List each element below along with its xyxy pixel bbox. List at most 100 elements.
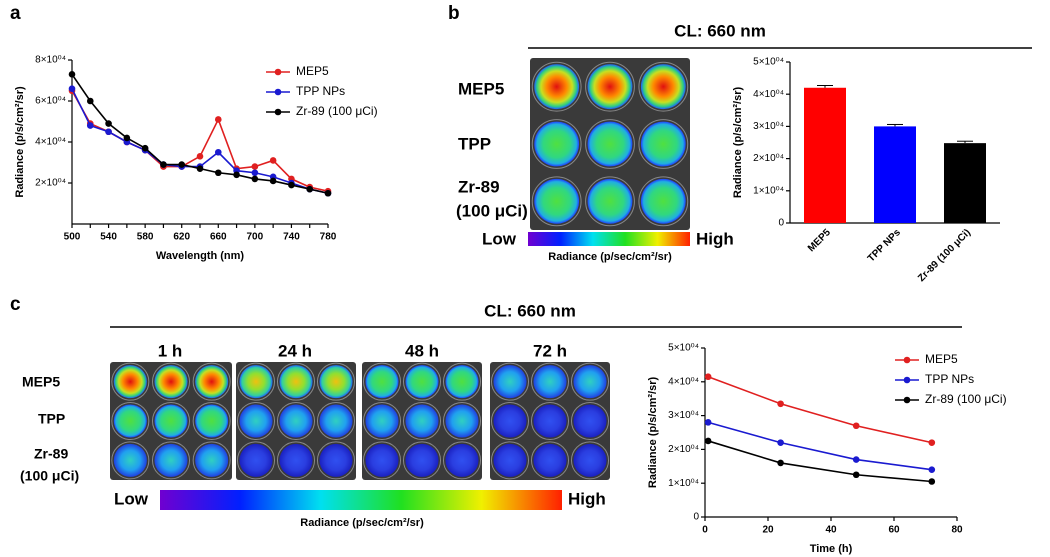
well	[533, 443, 567, 477]
row-label: TPP	[458, 134, 491, 153]
x-tick-label: 40	[825, 525, 837, 536]
scale-label: Radiance (p/sec/cm²/sr)	[300, 517, 424, 529]
well-rim	[362, 362, 402, 401]
panel-letter: a	[10, 3, 21, 24]
well-rim	[442, 362, 482, 401]
well	[113, 365, 147, 399]
point	[704, 437, 712, 445]
well-rim	[638, 119, 689, 169]
well-rim	[570, 441, 610, 480]
well	[239, 365, 273, 399]
well	[405, 443, 439, 477]
well-rim	[638, 176, 689, 227]
point	[777, 459, 784, 467]
well-rim	[402, 441, 442, 480]
bar	[874, 126, 916, 223]
x-tick-label: 780	[320, 232, 337, 243]
well	[587, 121, 633, 167]
x-tick-label: 540	[100, 232, 117, 243]
well	[195, 404, 229, 438]
well	[113, 443, 147, 477]
y-axis-label: Radiance (p/s/cm²/sr)	[647, 377, 659, 489]
legend-label: Zr-89 (100 μCi)	[925, 392, 1007, 406]
legend-marker	[274, 68, 282, 76]
well-rim	[316, 362, 356, 401]
well	[534, 178, 580, 224]
y-axis-label: Radiance (p/s/cm²/sr)	[14, 86, 26, 198]
scale-high: High	[696, 229, 734, 248]
point	[324, 189, 332, 197]
well-rim	[490, 401, 530, 441]
legend-marker	[903, 376, 911, 384]
point	[178, 161, 186, 168]
x-tick-label: 60	[888, 525, 900, 536]
x-axis-label: Time (h)	[810, 543, 853, 555]
well	[445, 365, 479, 399]
point	[141, 144, 149, 152]
point	[852, 422, 860, 430]
legend-label: TPP NPs	[925, 372, 974, 386]
well	[640, 121, 686, 167]
well-rim	[638, 61, 689, 112]
x-tick-label: 500	[64, 232, 81, 243]
well-rim	[192, 441, 231, 480]
x-axis-label: Wavelength (nm)	[156, 250, 245, 262]
point	[269, 177, 277, 185]
point	[214, 169, 222, 177]
well-rim	[362, 401, 402, 441]
y-tick-label: 8×10⁰⁴	[35, 55, 66, 66]
point	[105, 120, 112, 127]
well-rim	[276, 401, 316, 441]
well	[154, 443, 188, 477]
point	[196, 165, 204, 172]
panel-letter: c	[10, 294, 21, 315]
well-rim	[402, 401, 442, 441]
legend-label: TPP NPs	[296, 84, 345, 98]
x-tick-label: Zr-89 (100 μCi)	[916, 227, 973, 284]
colorbar	[528, 232, 690, 246]
legend-marker	[903, 356, 911, 364]
well	[534, 121, 580, 167]
well-rim	[490, 362, 530, 401]
header: CL: 660 nm	[484, 301, 576, 320]
point	[928, 466, 936, 473]
well	[319, 443, 353, 477]
point	[288, 181, 295, 189]
well	[640, 64, 686, 110]
point	[105, 128, 112, 136]
scale-low: Low	[114, 489, 149, 508]
well	[573, 365, 607, 399]
well-rim	[490, 441, 530, 480]
row-label: TPP	[38, 411, 65, 427]
well-rim	[531, 61, 582, 112]
point	[251, 175, 259, 183]
well-rim	[236, 401, 276, 441]
row-label: MEP5	[458, 79, 504, 98]
well	[279, 404, 313, 438]
y-tick-label: 5×10⁰⁴	[668, 343, 699, 354]
well	[405, 404, 439, 438]
series-line	[707, 421, 932, 471]
y-tick-label: 1×10⁰⁴	[668, 478, 699, 489]
well	[573, 443, 607, 477]
series-line	[707, 440, 932, 483]
colorbar	[160, 490, 562, 510]
x-tick-label: 620	[173, 232, 190, 243]
point	[196, 153, 204, 160]
legend-marker	[903, 396, 911, 404]
well-rim	[530, 441, 570, 480]
well	[587, 64, 633, 110]
x-tick-label: 660	[210, 232, 227, 243]
point	[160, 161, 167, 168]
well	[319, 404, 353, 438]
point	[123, 134, 131, 142]
legend-marker	[274, 108, 282, 116]
well	[195, 443, 229, 477]
point	[777, 400, 784, 408]
well-rim	[531, 176, 582, 227]
well-rim	[151, 441, 191, 480]
y-tick-label: 0	[778, 218, 784, 229]
well	[154, 365, 188, 399]
well-rim	[276, 362, 316, 401]
well	[533, 365, 567, 399]
